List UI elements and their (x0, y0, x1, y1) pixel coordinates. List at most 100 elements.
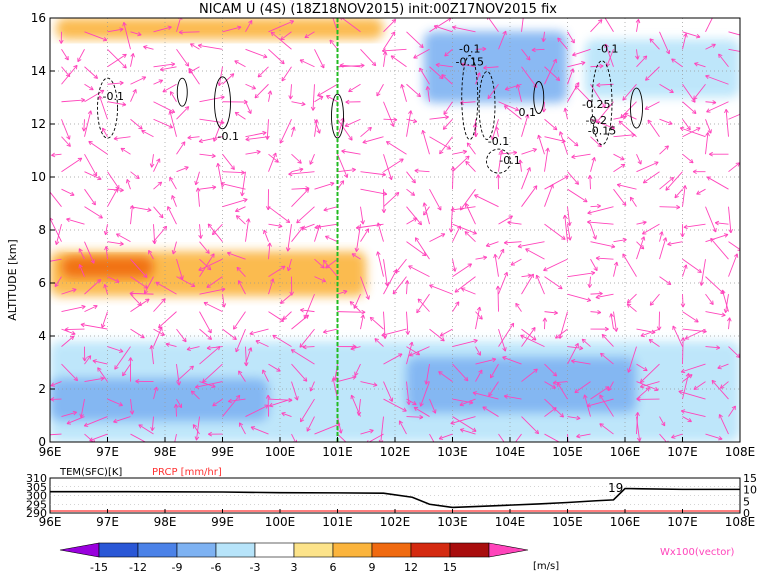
wind-vector-head (438, 371, 443, 376)
wind-vector-head (205, 249, 210, 254)
wind-vector-head (473, 132, 479, 137)
wind-vector (429, 18, 452, 33)
wind-vector-head (89, 437, 94, 442)
wind-vector (498, 433, 505, 442)
wind-vector (329, 39, 338, 50)
wind-vector-head (288, 171, 293, 177)
wind-vector (89, 433, 108, 442)
x-tick-label: 98E (154, 445, 177, 459)
wind-vector (280, 293, 292, 304)
wind-vector (659, 83, 674, 93)
wind-vector-head (408, 110, 413, 115)
wind-vector (705, 293, 714, 305)
wind-vector-head (622, 237, 627, 243)
wind-vector (515, 433, 522, 442)
wind-vector (245, 20, 253, 32)
wind-vector-head (731, 405, 736, 411)
wind-vector (544, 175, 569, 190)
wind-vector (377, 251, 384, 277)
wind-vector-head (302, 344, 307, 350)
wind-vector (289, 84, 292, 100)
wind-vector (176, 364, 180, 386)
wind-vector (84, 188, 96, 206)
wind-vector (314, 119, 321, 134)
wind-vector-head (289, 20, 295, 25)
wind-vector-head (639, 383, 645, 389)
wind-vector (705, 119, 712, 134)
wind-vector-head (515, 302, 520, 308)
wind-vector (684, 328, 706, 340)
wind-vector (174, 433, 177, 442)
chart-title: NICAM U (4S) (18Z18NOV2015) init:00Z17NO… (199, 2, 557, 17)
wind-vector-head (202, 378, 207, 383)
wind-vector-head (438, 435, 444, 440)
wind-vector (61, 119, 70, 140)
wind-vector (199, 96, 225, 103)
wind-vector (291, 153, 302, 164)
wind-vector-head (381, 48, 387, 53)
wind-vector-head (194, 180, 199, 186)
wind-vector-head (97, 367, 102, 372)
wind-vector-head (302, 377, 308, 382)
wind-vector-head (460, 287, 466, 292)
contour-label: -0.1 (597, 42, 618, 55)
wind-vector (571, 360, 591, 365)
wind-vector-head (388, 397, 394, 402)
wind-vector (705, 233, 729, 243)
wind-vector (728, 317, 731, 330)
x-tick-label: 97E (96, 445, 119, 459)
x-tick-label: 108E (725, 445, 756, 459)
colorbar-cell (98, 542, 139, 558)
wind-vector (429, 433, 435, 442)
wind-vector-head (640, 332, 645, 338)
wind-vector (339, 64, 361, 68)
wind-vector-head (718, 436, 723, 441)
wind-vector (84, 377, 105, 383)
wind-vector-head (333, 376, 338, 381)
x-tick-label: 100E (265, 445, 296, 459)
wind-vector (368, 433, 384, 442)
wind-vector-head (270, 31, 276, 37)
wind-vector-head (572, 52, 577, 57)
wind-vector-head (173, 403, 179, 408)
wind-vector-head (198, 266, 203, 271)
wind-vector (120, 147, 131, 155)
contour-line (97, 77, 118, 139)
wind-vector (130, 258, 148, 278)
wind-vector-head (356, 411, 362, 416)
wind-vector (487, 83, 499, 99)
wind-vector-head (509, 322, 515, 328)
wind-vector-head (639, 244, 645, 250)
colorbar-label: 15 (443, 561, 457, 574)
wind-vector (235, 328, 246, 353)
wind-vector-head (265, 394, 271, 399)
wind-vector (130, 31, 142, 36)
wind-vector (155, 281, 177, 295)
wind-vector (61, 335, 75, 347)
wind-vector-head (119, 27, 124, 32)
wind-vector-head (709, 151, 713, 157)
wind-vector (153, 224, 156, 244)
wind-vector (153, 101, 175, 113)
wind-vector (130, 293, 142, 306)
colorbar-cell (215, 542, 256, 558)
wind-vector-head (297, 159, 302, 164)
wind-vector (268, 48, 285, 65)
wind-vector (413, 406, 430, 417)
wind-vector-head (272, 152, 277, 158)
wind-vector-head (373, 382, 378, 387)
y-tick-label: 16 (31, 11, 46, 25)
colorbar-units: [m/s] (533, 561, 559, 572)
wind-vector-head (596, 82, 601, 88)
colorbar-label: -12 (129, 561, 147, 574)
wind-vector (175, 404, 177, 417)
wind-vector (169, 91, 177, 102)
wind-vector (589, 175, 591, 190)
wind-vector (270, 31, 292, 50)
wind-vector-head (177, 403, 183, 409)
wind-vector (268, 152, 277, 172)
wind-vector (401, 84, 407, 102)
wind-vector-head (750, 108, 754, 112)
wind-vector (302, 223, 315, 230)
wind-vector (728, 206, 732, 233)
